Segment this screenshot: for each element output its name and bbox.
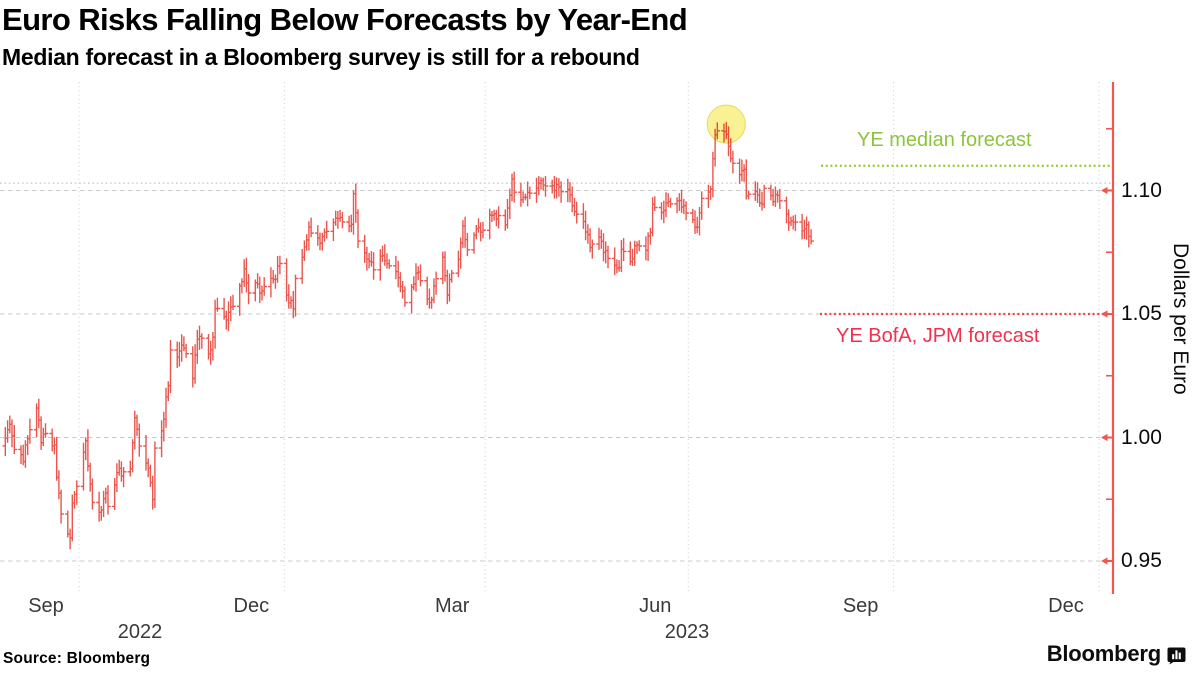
- y-axis-tick-arrow: [1101, 433, 1108, 442]
- y-tick-label: 1.05: [1121, 302, 1162, 325]
- source-credit: Source: Bloomberg: [3, 650, 151, 667]
- x-tick-label: Jun: [639, 595, 672, 617]
- x-tick-label: Dec: [233, 595, 270, 617]
- x-year-label: 2023: [664, 621, 710, 643]
- bloomberg-bug-icon: [1167, 645, 1186, 665]
- peak-highlight-circle: [706, 104, 746, 144]
- x-tick-label: Sep: [28, 595, 64, 617]
- y-tick-label: 1.00: [1121, 425, 1162, 449]
- y-tick-label: 0.95: [1121, 549, 1162, 572]
- median-forecast-label: YE median forecast: [857, 129, 1032, 151]
- bank-forecast-label: YE BofA, JPM forecast: [836, 325, 1040, 347]
- y-axis-tick-arrow: [1101, 557, 1108, 565]
- x-tick-label: Mar: [434, 595, 470, 617]
- price-bars: [2, 122, 814, 550]
- y-axis-title: Dollars per Euro: [1169, 243, 1192, 395]
- x-year-label: 2022: [117, 621, 163, 643]
- bloomberg-wordmark: Bloomberg: [1047, 641, 1186, 667]
- x-tick-label: Dec: [1048, 595, 1084, 617]
- x-tick-label: Sep: [842, 595, 879, 617]
- brand-text: Bloomberg: [1046, 641, 1162, 666]
- y-tick-label: 1.10: [1121, 178, 1162, 202]
- y-axis-tick-arrow: [1101, 310, 1108, 318]
- y-axis-tick-arrow: [1101, 186, 1108, 195]
- page-title: Euro Risks Falling Below Forecasts by Ye…: [2, 2, 688, 37]
- page-subtitle: Median forecast in a Bloomberg survey is…: [2, 44, 640, 70]
